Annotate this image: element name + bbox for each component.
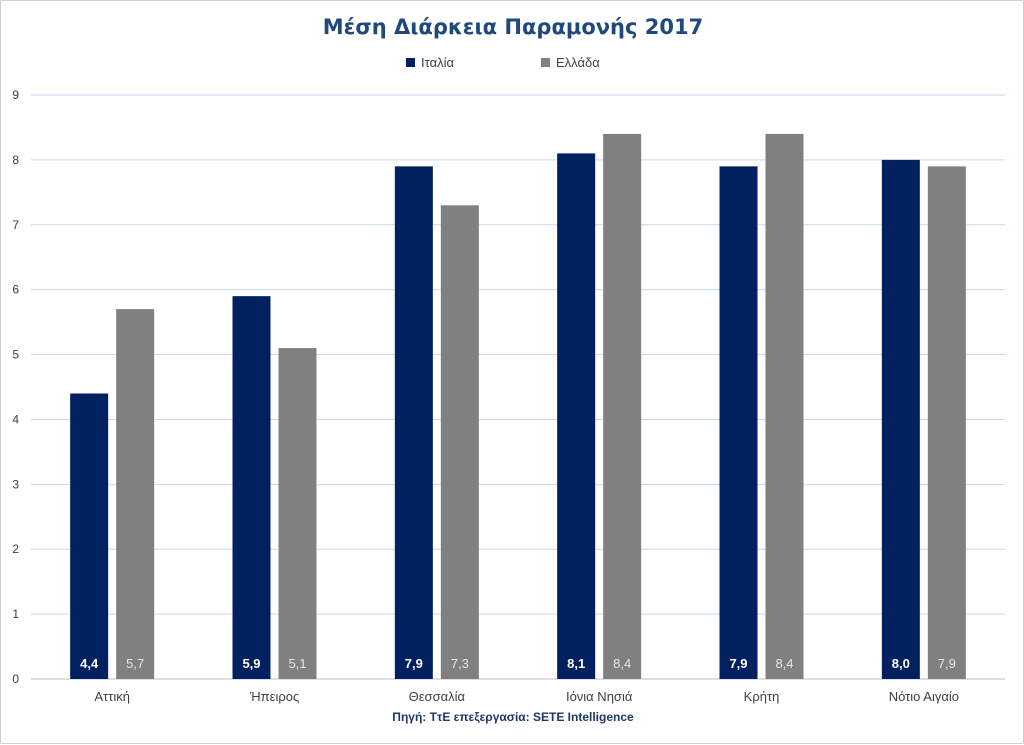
y-tick-label: 9 xyxy=(12,88,19,102)
bar-italy xyxy=(557,153,596,679)
y-tick-label: 2 xyxy=(12,542,19,556)
x-category-label: Κρήτη xyxy=(744,689,780,704)
y-tick-label: 6 xyxy=(12,283,19,297)
bar-greece xyxy=(116,309,155,679)
legend-swatch-greece xyxy=(541,58,550,67)
data-label: 5,1 xyxy=(288,656,306,671)
chart-title: Μέση Διάρκεια Παραμονής 2017 xyxy=(322,15,704,39)
data-label: 8,0 xyxy=(892,656,910,671)
bar-italy xyxy=(394,166,433,679)
x-category-label: Ήπειρος xyxy=(249,689,299,704)
legend-label-greece: Ελλάδα xyxy=(556,55,600,70)
y-tick-label: 3 xyxy=(12,477,19,491)
bar-greece xyxy=(278,348,317,679)
legend-swatch-italy xyxy=(406,58,415,67)
x-category-label: Αττική xyxy=(94,689,130,704)
bar-italy xyxy=(232,296,271,679)
bar-greece xyxy=(440,205,479,680)
source-note: Πηγή: ΤτΕ επεξεργασία: SETE Intelligence xyxy=(392,710,634,724)
data-label: 7,9 xyxy=(405,656,423,671)
bar-italy xyxy=(70,393,109,679)
x-category-label: Θεσσαλία xyxy=(409,689,466,704)
data-label: 4,4 xyxy=(80,656,99,671)
data-label: 8,4 xyxy=(613,656,631,671)
y-tick-label: 5 xyxy=(12,348,19,362)
legend-item-greece: Ελλάδα xyxy=(541,55,600,70)
legend-label-italy: Ιταλία xyxy=(421,55,454,70)
chart-legend: Ιταλία Ελλάδα xyxy=(1,55,1024,71)
bar-greece xyxy=(603,133,642,679)
y-tick-label: 0 xyxy=(12,672,19,686)
data-label: 8,4 xyxy=(775,656,793,671)
legend-item-italy: Ιταλία xyxy=(406,55,454,70)
y-tick-label: 7 xyxy=(12,218,19,232)
y-tick-label: 4 xyxy=(12,412,19,426)
bar-greece xyxy=(765,133,804,679)
data-label: 5,7 xyxy=(126,656,144,671)
y-tick-label: 1 xyxy=(12,607,19,621)
bar-italy xyxy=(881,159,920,679)
data-label: 7,9 xyxy=(729,656,747,671)
data-label: 8,1 xyxy=(567,656,585,671)
bar-italy xyxy=(719,166,758,679)
data-label: 7,9 xyxy=(938,656,956,671)
data-label: 7,3 xyxy=(451,656,469,671)
x-category-label: Ιόνια Νησιά xyxy=(566,689,633,704)
y-tick-label: 8 xyxy=(12,153,19,167)
data-label: 5,9 xyxy=(242,656,260,671)
bar-greece xyxy=(927,166,966,679)
x-category-label: Νότιο Αιγαίο xyxy=(889,689,959,704)
